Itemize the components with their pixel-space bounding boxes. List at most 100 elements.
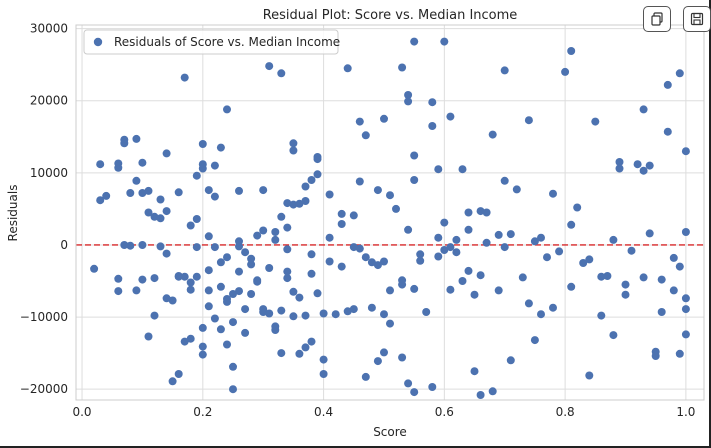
data-point xyxy=(470,367,479,376)
data-point xyxy=(198,140,207,148)
data-point xyxy=(265,62,274,71)
data-point xyxy=(277,69,286,78)
data-point xyxy=(198,342,207,351)
data-point xyxy=(289,146,298,155)
legend-label: Residuals of Score vs. Median Income xyxy=(114,35,340,49)
data-point xyxy=(307,250,316,259)
data-point xyxy=(126,189,135,197)
data-point xyxy=(573,203,582,212)
data-point xyxy=(488,387,497,396)
data-point xyxy=(651,352,660,360)
data-point xyxy=(506,230,515,239)
data-point xyxy=(223,297,231,306)
data-point xyxy=(446,112,455,121)
y-tick-label: 0 xyxy=(60,238,68,252)
data-point xyxy=(355,177,364,186)
data-point xyxy=(229,362,237,371)
data-point xyxy=(343,64,352,73)
data-point xyxy=(241,305,250,314)
data-point xyxy=(524,299,533,308)
data-point xyxy=(168,377,177,386)
data-point xyxy=(428,383,437,391)
data-point xyxy=(162,149,171,158)
data-point xyxy=(156,214,165,223)
data-point xyxy=(259,186,268,195)
data-point xyxy=(216,325,225,334)
data-point xyxy=(295,349,304,358)
copy-button[interactable] xyxy=(643,6,671,32)
data-point xyxy=(530,336,539,345)
data-point xyxy=(386,286,394,295)
y-tick-label: 10000 xyxy=(30,166,68,180)
data-point xyxy=(367,303,376,312)
data-point xyxy=(120,139,129,148)
data-point xyxy=(186,221,195,230)
data-point xyxy=(150,274,159,283)
data-point xyxy=(325,190,334,199)
data-point xyxy=(681,228,690,236)
data-point xyxy=(114,287,123,296)
data-point xyxy=(416,256,425,265)
data-point xyxy=(410,284,419,293)
data-point xyxy=(313,289,322,298)
data-point xyxy=(313,170,322,179)
data-point xyxy=(627,246,636,255)
data-point xyxy=(488,130,497,139)
data-point xyxy=(681,294,690,303)
data-point xyxy=(597,311,606,320)
data-point xyxy=(313,155,322,164)
data-point xyxy=(204,286,213,295)
data-point xyxy=(289,287,298,296)
data-point xyxy=(144,332,153,341)
data-point xyxy=(639,273,648,282)
data-point xyxy=(96,160,105,169)
data-point xyxy=(470,290,479,299)
data-point xyxy=(192,171,201,180)
data-point xyxy=(186,285,195,294)
data-point xyxy=(494,286,503,295)
data-point xyxy=(380,348,388,357)
data-point xyxy=(386,191,394,200)
data-point xyxy=(657,308,666,316)
data-point xyxy=(440,37,449,46)
data-point xyxy=(561,67,570,76)
data-point xyxy=(434,233,443,242)
data-point xyxy=(229,290,237,298)
legend-box xyxy=(83,29,339,55)
legend: Residuals of Score vs. Median Income xyxy=(83,29,340,55)
data-point xyxy=(458,277,467,285)
data-point xyxy=(380,257,388,266)
data-point xyxy=(537,310,545,319)
data-point xyxy=(392,204,400,213)
tick-labels: 0.0 0.2 0.4 0.6 0.8 1.0 −20000 −10000 0 10000 2000… xyxy=(20,22,696,419)
data-point xyxy=(349,243,358,252)
data-point xyxy=(434,165,443,174)
data-point xyxy=(235,186,243,195)
data-point xyxy=(530,237,539,246)
data-point xyxy=(132,176,141,185)
save-button[interactable] xyxy=(683,6,711,32)
data-point xyxy=(90,264,99,273)
data-point xyxy=(168,296,177,305)
data-point xyxy=(126,241,135,250)
data-point xyxy=(476,207,485,216)
data-point xyxy=(114,274,123,283)
data-point xyxy=(337,209,346,218)
data-point xyxy=(609,331,618,340)
y-tick-label: 20000 xyxy=(30,94,68,108)
data-point xyxy=(615,164,624,173)
data-point xyxy=(669,253,678,262)
data-point xyxy=(253,277,262,286)
data-point xyxy=(283,274,292,283)
data-point xyxy=(549,303,557,312)
data-point xyxy=(307,337,316,346)
data-point xyxy=(204,186,213,195)
data-point xyxy=(186,278,195,287)
data-point xyxy=(198,323,207,332)
data-point xyxy=(452,235,461,244)
x-axis-label: Score xyxy=(373,425,407,439)
floppy-disk-icon xyxy=(690,12,704,26)
data-point xyxy=(567,47,576,55)
data-point xyxy=(235,287,243,296)
data-point xyxy=(482,208,491,217)
